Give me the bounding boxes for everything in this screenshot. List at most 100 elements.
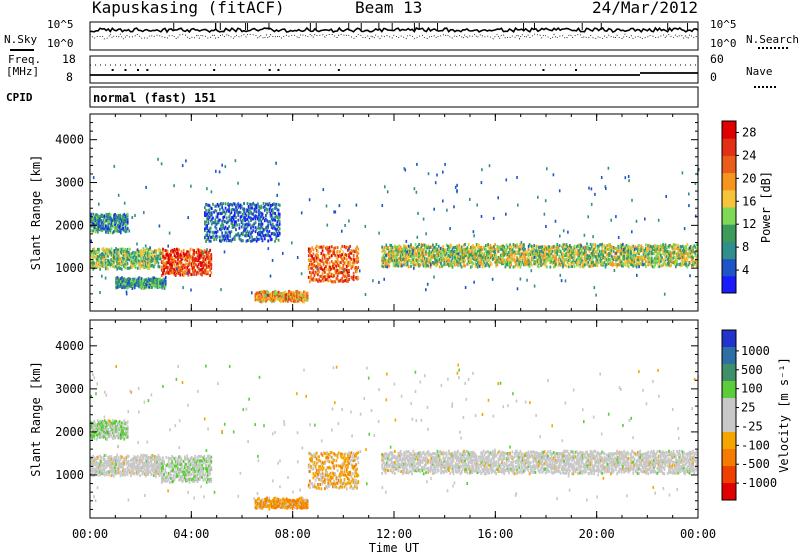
scatter-cell bbox=[446, 208, 448, 212]
echo-cell bbox=[464, 254, 466, 258]
echo-cell bbox=[134, 264, 137, 268]
echo-cell bbox=[542, 258, 545, 262]
echo-cell bbox=[585, 254, 587, 258]
echo-cell bbox=[274, 227, 276, 231]
echo-cell bbox=[207, 237, 210, 241]
echo-cell bbox=[273, 202, 275, 206]
echo-cell bbox=[117, 251, 120, 255]
echo-cell bbox=[276, 220, 279, 224]
echo-cell bbox=[322, 245, 325, 248]
echo-cell bbox=[333, 280, 335, 283]
echo-cell bbox=[112, 265, 115, 268]
echo-cell bbox=[278, 220, 281, 224]
echo-cell bbox=[626, 247, 629, 250]
echo-cell bbox=[208, 208, 211, 212]
echo-cell bbox=[527, 263, 530, 267]
nave-line-key bbox=[754, 86, 776, 88]
echo-cell bbox=[247, 234, 250, 237]
scatter-cell bbox=[266, 225, 269, 228]
echo-cell bbox=[518, 252, 521, 256]
echo-cell bbox=[666, 263, 669, 267]
echo-cell bbox=[193, 257, 195, 261]
echo-cell bbox=[461, 258, 464, 262]
echo-cell bbox=[103, 251, 106, 255]
echo-cell bbox=[167, 261, 170, 265]
freq-label: Freq. bbox=[8, 53, 42, 66]
scatter-cell bbox=[610, 218, 612, 222]
echo-cell bbox=[233, 214, 236, 218]
echo-cell bbox=[448, 247, 450, 251]
echo-cell bbox=[270, 300, 273, 304]
echo-cell bbox=[227, 208, 229, 212]
echo-cell bbox=[248, 208, 251, 211]
echo-cell bbox=[311, 262, 314, 266]
echo-cell bbox=[165, 263, 168, 267]
echo-cell bbox=[612, 249, 615, 253]
echo-cell bbox=[552, 254, 555, 258]
echo-cell bbox=[573, 255, 576, 259]
echo-cell bbox=[146, 260, 148, 264]
echo-cell bbox=[343, 245, 346, 249]
echo-cell bbox=[453, 252, 456, 256]
echo-cell bbox=[261, 230, 264, 234]
scatter-cell bbox=[425, 232, 427, 236]
echo-cell bbox=[160, 279, 162, 283]
echo-cell bbox=[355, 249, 357, 253]
freq-dot bbox=[277, 69, 280, 71]
echo-cell bbox=[404, 244, 407, 248]
scatter-cell bbox=[131, 216, 134, 219]
echo-cell bbox=[669, 259, 671, 263]
echo-cell bbox=[689, 246, 692, 250]
echo-cell bbox=[551, 245, 554, 249]
echo-cell bbox=[309, 262, 311, 266]
echo-cell bbox=[420, 248, 423, 252]
echo-cell bbox=[455, 259, 457, 262]
echo-cell bbox=[645, 264, 647, 268]
echo-cell bbox=[350, 249, 353, 252]
echo-cell bbox=[549, 252, 552, 256]
scatter-cell bbox=[554, 219, 557, 223]
echo-cell bbox=[279, 296, 281, 300]
echo-cell bbox=[273, 225, 275, 229]
echo-cell bbox=[654, 256, 656, 260]
echo-cell bbox=[203, 258, 206, 262]
echo-cell bbox=[668, 252, 670, 256]
echo-cell bbox=[222, 225, 225, 229]
echo-cell bbox=[592, 253, 594, 257]
echo-cell bbox=[118, 256, 121, 260]
echo-cell bbox=[509, 261, 511, 265]
echo-cell bbox=[541, 255, 544, 258]
echo-cell bbox=[319, 245, 322, 249]
echo-cell bbox=[181, 270, 184, 273]
echo-cell bbox=[435, 255, 438, 259]
echo-cell bbox=[236, 223, 238, 227]
echo-cell bbox=[237, 211, 240, 215]
echo-cell bbox=[102, 249, 105, 253]
echo-cell bbox=[517, 262, 519, 266]
echo-cell bbox=[265, 233, 267, 237]
echo-cell bbox=[98, 220, 100, 224]
echo-cell bbox=[130, 265, 132, 269]
echo-cell bbox=[348, 274, 350, 278]
echo-cell bbox=[185, 257, 187, 261]
echo-cell bbox=[676, 254, 678, 258]
echo-cell bbox=[220, 239, 222, 243]
echo-cell bbox=[219, 218, 221, 222]
echo-cell bbox=[646, 256, 648, 260]
freq-dot bbox=[542, 69, 545, 71]
echo-cell bbox=[608, 247, 610, 251]
echo-cell bbox=[664, 256, 667, 260]
echo-cell bbox=[117, 261, 120, 265]
echo-cell bbox=[609, 245, 612, 249]
echo-cell bbox=[160, 251, 163, 255]
echo-cell bbox=[662, 246, 665, 250]
echo-cell bbox=[542, 248, 545, 252]
echo-cell bbox=[165, 249, 168, 253]
echo-cell bbox=[160, 268, 163, 272]
echo-cell bbox=[473, 252, 476, 256]
echo-cell bbox=[188, 270, 191, 274]
scatter-cell bbox=[412, 249, 414, 253]
echo-cell bbox=[117, 285, 120, 289]
echo-cell bbox=[298, 299, 301, 303]
echo-cell bbox=[139, 279, 142, 283]
